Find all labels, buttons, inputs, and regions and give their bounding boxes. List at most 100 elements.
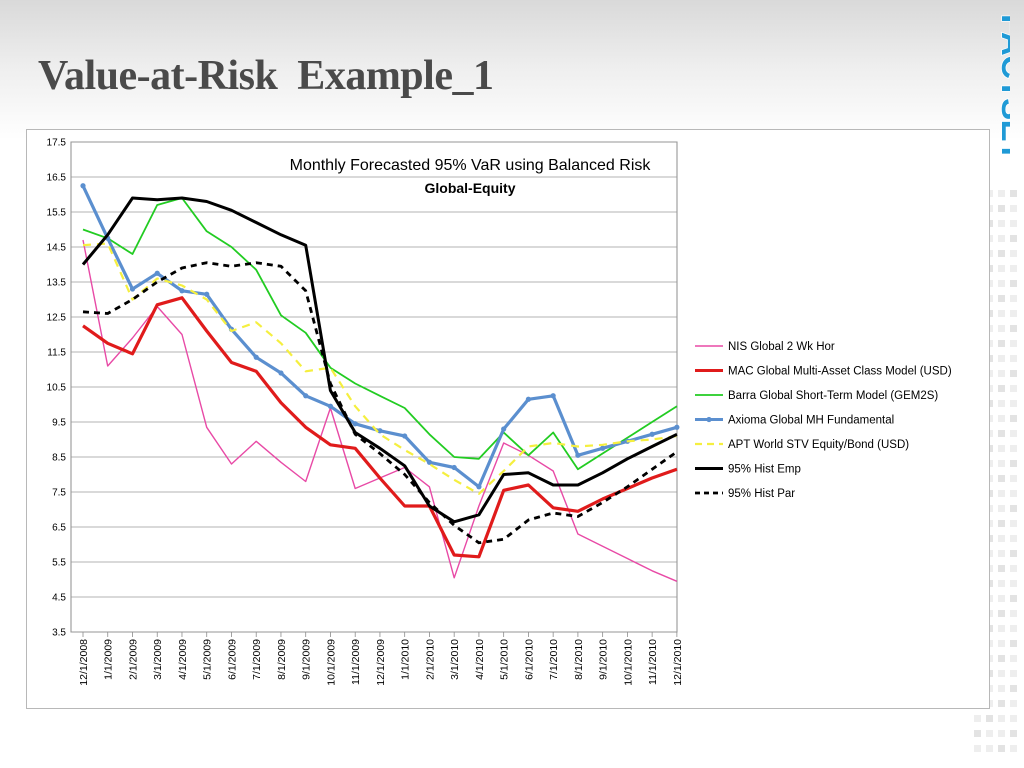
decorative-dot (998, 520, 1005, 527)
decorative-dot (998, 700, 1005, 707)
y-tick-label: 12.5 (47, 313, 67, 324)
y-tick-label: 13.5 (47, 278, 67, 289)
decorative-dot (998, 235, 1005, 242)
decorative-dot (998, 505, 1005, 512)
slide-title: Value-at-Risk Example_1 (38, 53, 494, 99)
series-point (352, 421, 358, 427)
x-tick-label: 8/1/2010 (573, 639, 585, 680)
series-point (649, 431, 655, 437)
legend-label: APT World STV Equity/Bond (USD) (728, 439, 909, 451)
series-point (377, 428, 383, 434)
x-tick-label: 12/1/2008 (78, 639, 90, 686)
legend-label: Axioma Global MH Fundamental (728, 415, 894, 427)
decorative-dot (998, 460, 1005, 467)
decorative-dot (998, 220, 1005, 227)
x-tick-label: 11/1/2010 (647, 639, 659, 685)
decorative-dot (998, 715, 1005, 722)
y-tick-label: 14.5 (47, 243, 67, 254)
decorative-dot (998, 340, 1005, 347)
decorative-dot (1010, 265, 1017, 272)
svg-text:FACTSET: FACTSET (995, 14, 1010, 161)
chart-container: 17.5 16.5 15.5 14.5 13.5 12.5 11.5 10.5 9.5 8.5 7.… (26, 129, 990, 709)
decorative-dot (1010, 190, 1017, 197)
series-point (501, 426, 507, 432)
series-point (253, 354, 259, 360)
y-tick-label: 8.5 (52, 453, 66, 464)
y-tick-label: 16.5 (47, 173, 67, 184)
decorative-dot (998, 400, 1005, 407)
x-tick-label: 6/1/2009 (226, 639, 238, 680)
legend-label: 95% Hist Par (728, 488, 795, 500)
y-tick-label: 10.5 (47, 383, 67, 394)
y-tick-label: 4.5 (52, 593, 66, 604)
x-tick-label: 2/1/2010 (424, 639, 436, 680)
decorative-dot (1010, 355, 1017, 362)
x-tick-label: 7/1/2009 (251, 639, 263, 680)
series-line (81, 196, 678, 524)
series-point (80, 183, 86, 189)
decorative-dot (1010, 490, 1017, 497)
y-tick-label: 17.5 (47, 138, 67, 149)
series-point (575, 452, 581, 458)
decorative-dot (1010, 520, 1017, 527)
y-tick-label: 15.5 (47, 208, 67, 219)
decorative-dot (998, 490, 1005, 497)
series-point (550, 393, 556, 399)
x-tick-label: 4/1/2009 (177, 639, 189, 680)
series-line (82, 261, 678, 545)
decorative-dot (998, 565, 1005, 572)
decorative-dot (1010, 580, 1017, 587)
series-point (179, 288, 185, 294)
x-tick-label: 2/1/2009 (127, 639, 139, 680)
decorative-dot (1010, 310, 1017, 317)
series-point (204, 291, 210, 297)
decorative-dot (1010, 295, 1017, 302)
decorative-dot (1010, 535, 1017, 542)
decorative-dot (1010, 670, 1017, 677)
y-tick-label: 11.5 (47, 348, 66, 359)
x-tick-label: 10/1/2010 (622, 639, 634, 686)
legend-label: Barra Global Short-Term Model (GEM2S) (728, 390, 938, 402)
decorative-dot (1010, 235, 1017, 242)
series-point (600, 445, 606, 451)
decorative-dot (998, 310, 1005, 317)
decorative-dot (998, 610, 1005, 617)
series-point (426, 459, 433, 465)
decorative-dot (998, 640, 1005, 647)
decorative-dot (1010, 655, 1017, 662)
decorative-dot (998, 475, 1005, 482)
y-tick-label: 9.5 (52, 418, 66, 429)
decorative-dot (998, 445, 1005, 452)
decorative-dot (1010, 250, 1017, 257)
decorative-dot (1010, 715, 1017, 722)
decorative-dot (998, 250, 1005, 257)
decorative-dot (1010, 400, 1017, 407)
decorative-dot (1010, 415, 1017, 422)
series-point (451, 464, 457, 471)
decorative-dot (1010, 460, 1017, 467)
x-tick-label: 1/1/2010 (400, 639, 412, 680)
decorative-dot (998, 430, 1005, 437)
x-tick-label: 5/1/2009 (202, 639, 214, 680)
decorative-dot (1010, 325, 1017, 332)
series-point (402, 433, 408, 439)
series-point (327, 403, 334, 409)
decorative-dot (998, 550, 1005, 557)
legend-label: NIS Global 2 Wk Hor (728, 341, 835, 353)
decorative-dot (998, 325, 1005, 332)
decorative-dot (1010, 685, 1017, 692)
decorative-dot (998, 595, 1005, 602)
series-point (154, 270, 160, 276)
decorative-dot (998, 295, 1005, 302)
x-tick-label: 12/1/2010 (672, 639, 684, 686)
decorative-dot (998, 355, 1005, 362)
decorative-dot (1010, 640, 1017, 647)
decorative-dot (1010, 505, 1017, 512)
series-point (129, 286, 136, 292)
decorative-dot (998, 265, 1005, 272)
decorative-dot (1010, 445, 1017, 452)
legend-label: 95% Hist Emp (728, 464, 801, 476)
decorative-dot (1010, 550, 1017, 557)
decorative-dot (998, 280, 1005, 287)
decorative-dot (998, 625, 1005, 632)
